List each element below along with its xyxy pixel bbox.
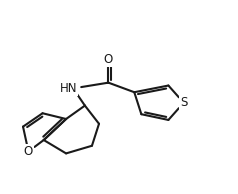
Text: S: S [180, 96, 187, 109]
Text: O: O [104, 53, 113, 66]
Text: O: O [24, 145, 33, 158]
Text: HN: HN [60, 82, 77, 95]
